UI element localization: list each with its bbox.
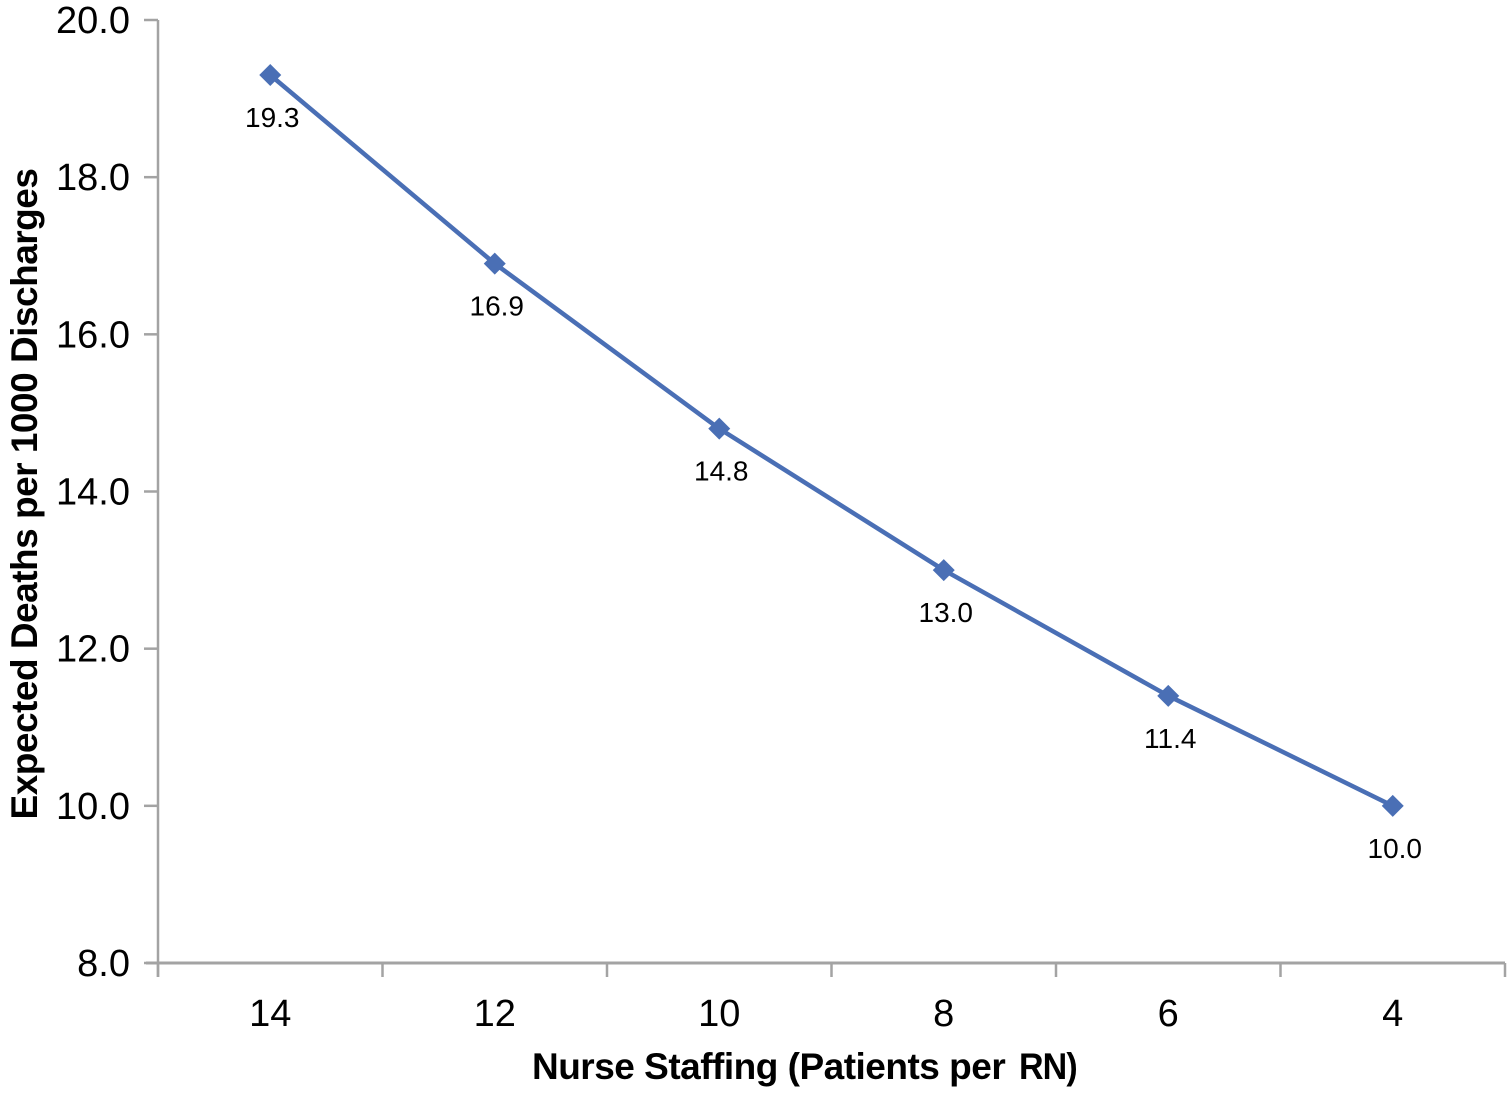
- y-tick-label: 12.0: [56, 629, 130, 671]
- y-tick-label: 8.0: [77, 943, 130, 985]
- data-point-label: 19.3: [245, 102, 300, 133]
- data-point-marker: [259, 64, 282, 87]
- y-tick-label: 20.0: [56, 0, 130, 42]
- y-tick-label: 18.0: [56, 157, 130, 199]
- data-point-marker: [483, 252, 506, 275]
- y-axis-title: Expected Deaths per 1000 Discharges: [4, 168, 45, 820]
- data-point-label: 10.0: [1368, 833, 1423, 864]
- x-tick-label: 6: [1158, 993, 1179, 1035]
- x-tick-label: 12: [474, 993, 516, 1035]
- data-point-marker: [1381, 794, 1404, 817]
- data-point-label: 11.4: [1144, 723, 1196, 754]
- x-tick-label: 4: [1382, 993, 1403, 1035]
- y-tick-label: 10.0: [56, 786, 130, 828]
- data-point-marker: [1157, 684, 1180, 707]
- data-point-marker: [708, 417, 731, 440]
- y-tick-label: 14.0: [56, 472, 130, 514]
- data-series-line: [268, 72, 1395, 809]
- data-point-label: 16.9: [470, 291, 525, 322]
- x-tick-label: 10: [698, 993, 740, 1035]
- y-tick-label: 16.0: [56, 314, 130, 356]
- x-axis-title-main: Nurse Staffing (Patients per: [531, 1046, 1006, 1087]
- data-point-label: 14.8: [694, 456, 749, 487]
- x-tick-label: 8: [933, 993, 954, 1035]
- data-point-label: 13.0: [919, 597, 974, 628]
- x-axis-title-suffix: RN): [1019, 1046, 1078, 1087]
- x-tick-label: 14: [249, 993, 291, 1035]
- x-axis-title: Nurse Staffing (Patients per RN): [407, 1044, 1207, 1090]
- data-point-marker: [932, 559, 955, 582]
